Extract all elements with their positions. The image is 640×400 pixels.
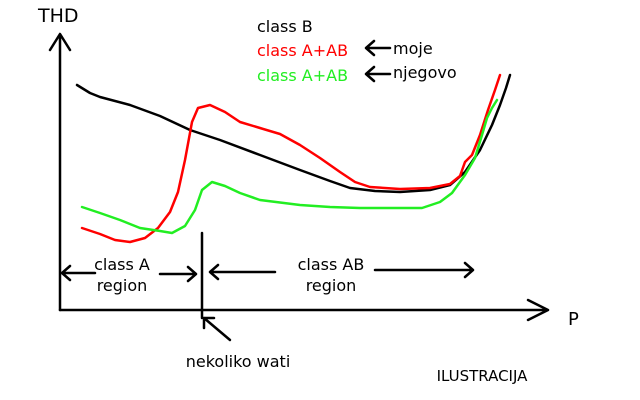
region-label: class AB <box>298 255 365 274</box>
boundary-label: nekoliko wati <box>186 352 291 371</box>
x-axis-label: P <box>568 309 579 330</box>
region-label: region <box>306 276 357 295</box>
legend-label: class A+AB <box>257 41 348 60</box>
arrow <box>364 65 392 83</box>
region-label: region <box>97 276 148 295</box>
curve-moje <box>80 73 502 244</box>
legend-label: class A+AB <box>257 66 348 85</box>
x-axis <box>58 298 550 322</box>
footer: ILUSTRACIJA <box>437 367 529 385</box>
curve-njegovo <box>80 98 499 235</box>
region-label: class A <box>94 255 150 274</box>
curve-class-b <box>75 73 512 194</box>
y-axis <box>48 32 72 312</box>
region-arrows <box>208 261 475 281</box>
y-axis-label: THD <box>37 5 79 27</box>
arrow <box>202 316 232 342</box>
legend-note: moje <box>393 39 433 58</box>
legend-label: class B <box>257 17 313 36</box>
region-arrows <box>60 264 198 283</box>
legend-note: njegovo <box>393 63 457 82</box>
arrow <box>364 39 392 57</box>
